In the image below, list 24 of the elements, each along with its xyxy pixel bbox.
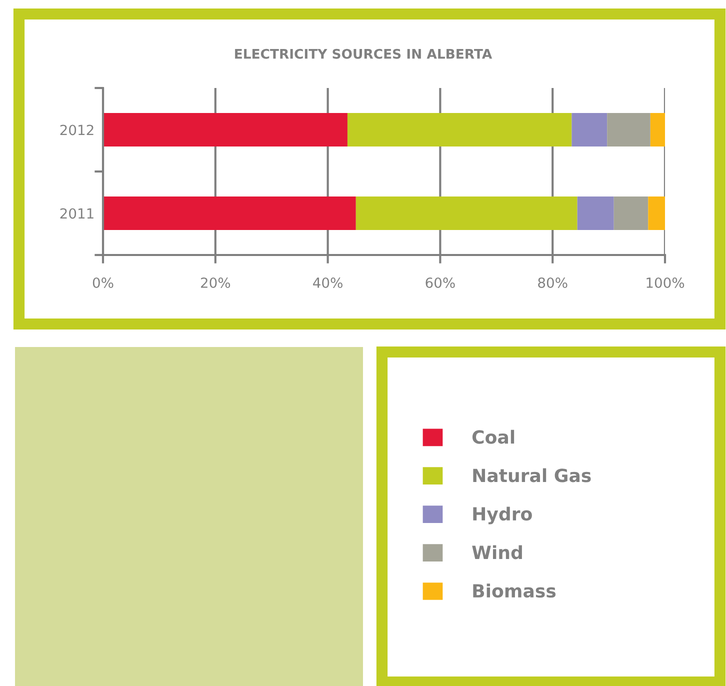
y-tick-label: 2011 <box>60 208 94 219</box>
bar <box>577 196 614 230</box>
x-tick-label: 0% <box>92 277 114 288</box>
bar <box>607 113 650 146</box>
bar <box>648 196 665 230</box>
legend-label: Hydro <box>473 506 532 524</box>
x-tick-label: 20% <box>200 277 230 288</box>
legend-label: Wind <box>472 545 522 560</box>
bar <box>103 196 356 230</box>
y-tick-label: 2012 <box>60 124 94 136</box>
x-tick-label: 60% <box>426 277 455 288</box>
chart-title: ELECTRICITY SOURCES IN ALBERTA <box>235 48 492 59</box>
bar <box>347 113 572 146</box>
bar <box>614 196 648 230</box>
bar <box>572 113 608 146</box>
x-tick-label: 80% <box>538 277 568 288</box>
bar <box>650 113 665 146</box>
bar <box>356 196 578 230</box>
legend-label: Biomass <box>473 584 556 598</box>
bar <box>103 113 348 146</box>
x-tick-label: 40% <box>313 277 342 288</box>
x-tick-label: 100% <box>646 277 684 288</box>
legend-label: Coal <box>472 430 514 444</box>
legend-label: Natural Gas <box>473 468 591 482</box>
